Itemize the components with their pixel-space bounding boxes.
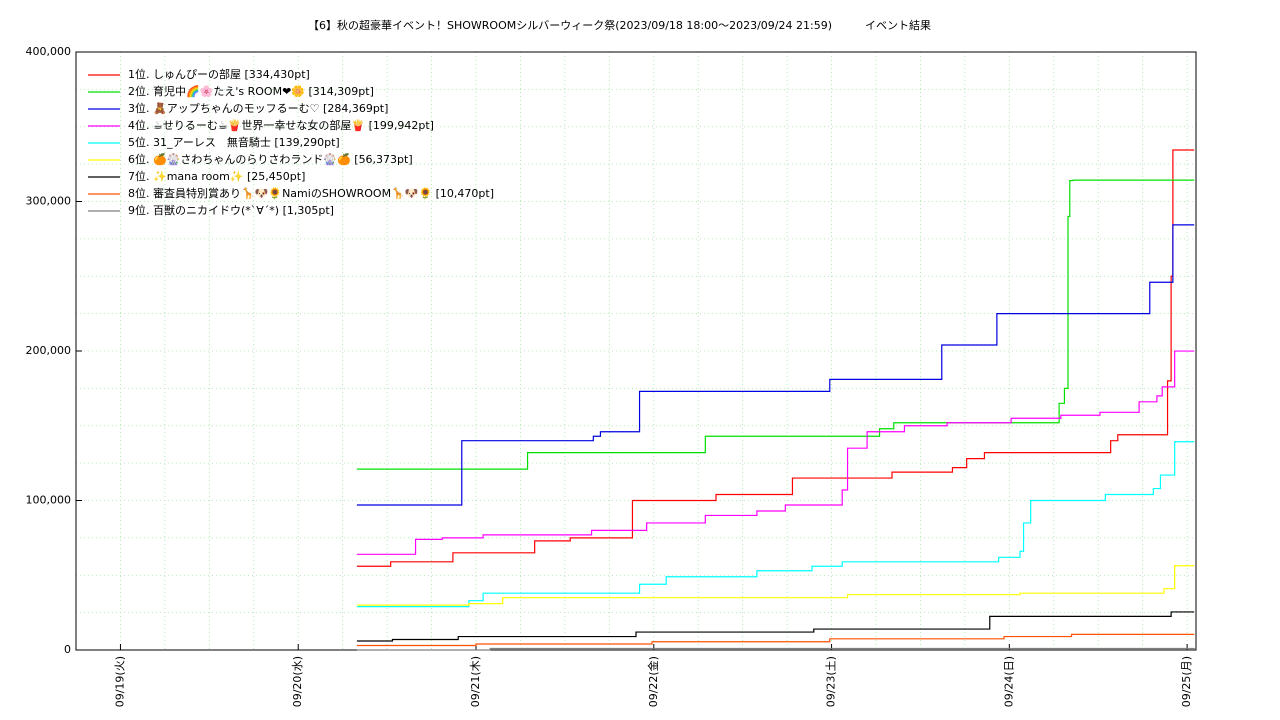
y-tick-label: 100,000 — [26, 494, 72, 507]
x-tick-label: 09/23(土) — [825, 656, 838, 707]
y-tick-label: 200,000 — [26, 344, 72, 357]
x-tick-label: 09/22(金) — [646, 656, 660, 707]
legend-label: 1位. しゅんぴーの部屋 [334,430pt] — [128, 67, 310, 81]
x-tick-label: 09/25(月) — [1180, 656, 1193, 707]
data-line — [356, 224, 1195, 506]
x-tick-label: 09/19(火) — [113, 656, 126, 707]
legend-label: 3位. 🧸アップちゃんのモッフるーむ♡ [284,369pt] — [128, 101, 388, 115]
data-line — [356, 350, 1195, 555]
data-line — [356, 633, 1195, 647]
legend-label: 7位. ✨mana room✨ [25,450pt] — [128, 169, 305, 183]
x-tick-label: 09/24(日) — [1002, 656, 1015, 707]
x-tick-label: 09/21(木) — [469, 656, 482, 707]
legend-label: 8位. 審査員特別賞あり🦒🐶🌻NamiのSHOWROOM🦒🐶🌻 [10,470p… — [128, 186, 494, 200]
data-line — [356, 647, 1195, 651]
chart-subtitle: イベント結果 — [865, 18, 931, 32]
data-line — [356, 565, 1195, 606]
data-line — [356, 149, 1195, 567]
y-tick-label: 300,000 — [26, 195, 72, 208]
legend-label: 4位. ☕せりるーむ☕🍟世界一幸せな女の部屋🍟 [199,942pt] — [128, 118, 434, 132]
data-line — [356, 441, 1195, 608]
y-tick-label: 400,000 — [26, 45, 72, 58]
legend-label: 9位. 百獣のニカイドウ(*`∀´*) [1,305pt] — [128, 203, 334, 217]
x-tick-label: 09/20(水) — [291, 656, 304, 707]
legend-label: 5位. 31_アーレス 無音騎士 [139,290pt] — [128, 135, 340, 149]
chart-title: 【6】秋の超豪華イベント！SHOWROOMシルバーウィーク祭(2023/09/1… — [308, 18, 832, 32]
data-line — [356, 611, 1195, 642]
legend-label: 6位. 🍊🎡さわちゃんのらりさわランド🎡🍊 [56,373pt] — [128, 152, 413, 166]
y-tick-label: 0 — [64, 643, 71, 656]
data-line — [356, 179, 1195, 470]
legend-label: 2位. 育児中🌈🌸たえ's ROOM❤🌼 [314,309pt] — [128, 84, 374, 98]
